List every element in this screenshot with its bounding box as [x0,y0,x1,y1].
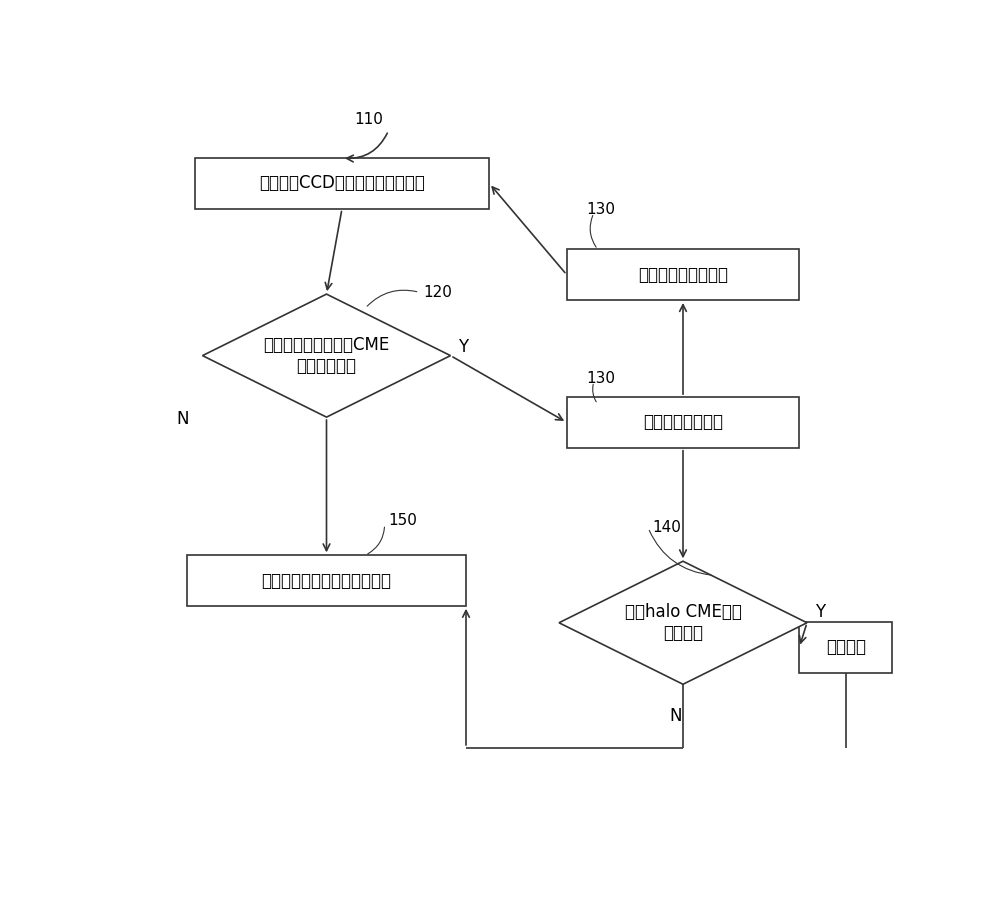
Text: Y: Y [458,338,468,356]
Text: 130: 130 [586,371,615,385]
Text: 140: 140 [652,520,681,535]
Text: N: N [669,707,682,725]
Text: 报警，调整观测参数: 报警，调整观测参数 [638,266,728,284]
Text: 150: 150 [388,513,417,529]
Bar [195,158,489,209]
Text: 启动快速观测模式: 启动快速观测模式 [643,414,723,432]
Text: 获取差分图像，判断CME
事件是否发生: 获取差分图像，判断CME 事件是否发生 [263,336,390,375]
Bar [187,555,466,606]
Text: N: N [177,410,189,428]
Text: 120: 120 [423,285,452,299]
Bar [799,622,892,673]
Polygon shape [559,561,807,684]
Polygon shape [202,294,451,417]
Bar [567,249,799,300]
Text: 采集图像数据，并存于硬盘中: 采集图像数据，并存于硬盘中 [262,572,392,590]
Bar [567,397,799,447]
Text: 判断halo CME事件
是否发生: 判断halo CME事件 是否发生 [625,603,741,642]
Text: Y: Y [815,603,825,621]
Text: 定时采集CCD数据，并存于内存中: 定时采集CCD数据，并存于内存中 [259,174,425,193]
Text: 130: 130 [586,202,615,217]
Text: 110: 110 [355,112,384,127]
Text: 再次报警: 再次报警 [826,638,866,656]
